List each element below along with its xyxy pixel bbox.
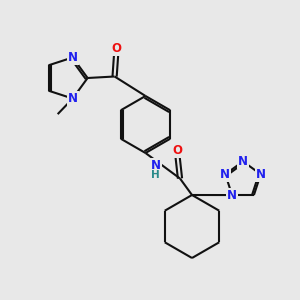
Text: N: N xyxy=(68,92,78,105)
Text: H: H xyxy=(152,170,160,180)
Text: O: O xyxy=(172,144,183,158)
Text: N: N xyxy=(256,168,266,181)
Text: N: N xyxy=(238,155,248,168)
Text: N: N xyxy=(68,51,78,64)
Text: O: O xyxy=(111,42,121,56)
Text: N: N xyxy=(227,188,237,202)
Text: N: N xyxy=(151,159,161,172)
Text: N: N xyxy=(220,168,230,181)
